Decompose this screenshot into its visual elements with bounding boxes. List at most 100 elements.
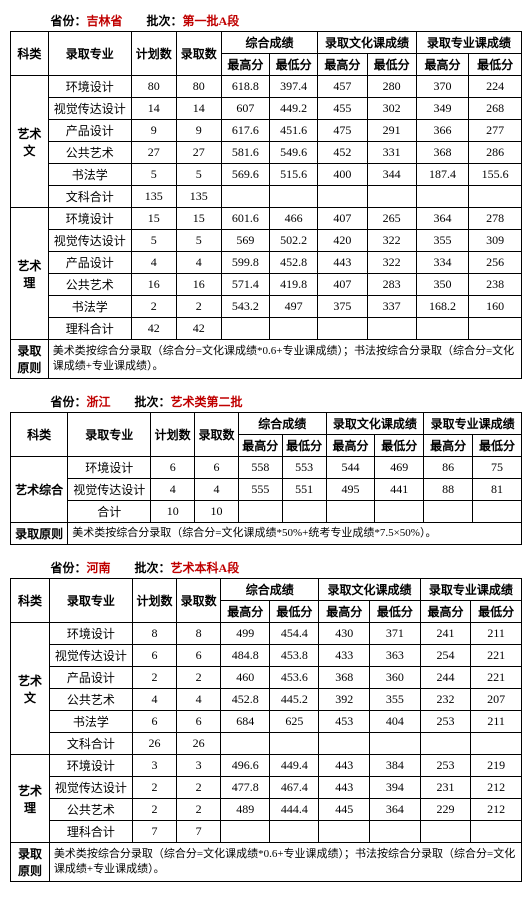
batch-label: 批次： [147,14,183,28]
value-cell: 244 [420,667,471,689]
value-cell: 2 [132,667,176,689]
value-cell: 475 [318,120,367,142]
value-cell [270,733,319,755]
category-cell: 艺术综合 [11,457,68,523]
value-cell: 253 [420,755,471,777]
value-cell: 515.6 [270,164,318,186]
value-cell: 14 [131,98,176,120]
header-max: 最高分 [238,435,282,457]
value-cell: 553 [282,457,326,479]
header-enroll: 录取数 [177,579,221,623]
header-plan: 计划数 [131,32,176,76]
batch-value: 艺术类第二批 [171,395,243,409]
value-cell: 212 [471,777,522,799]
value-cell: 443 [319,777,370,799]
value-cell: 42 [131,318,176,340]
header-comp: 综合成绩 [238,413,326,435]
value-cell: 453.8 [270,645,319,667]
admission-table: 省份：河南 批次：艺术本科A段科类录取专业计划数录取数综合成绩录取文化课成绩录取… [10,557,522,882]
value-cell [221,733,270,755]
major-cell: 视觉传达设计 [48,98,131,120]
batch-value: 第一批A段 [183,14,240,28]
value-cell [270,318,318,340]
value-cell: 160 [469,296,522,318]
value-cell: 135 [176,186,221,208]
rule-note: 美术类按综合分录取（综合分=文化课成绩*50%+统考专业成绩*7.5×50%）。 [68,523,522,545]
value-cell: 4 [177,689,221,711]
value-cell: 88 [424,479,473,501]
value-cell: 2 [177,799,221,821]
value-cell: 187.4 [416,164,469,186]
value-cell: 455 [318,98,367,120]
header-kelei: 科类 [11,579,50,623]
value-cell: 42 [176,318,221,340]
header-prof: 录取专业课成绩 [420,579,521,601]
value-cell [420,733,471,755]
value-cell: 368 [416,142,469,164]
value-cell: 407 [318,208,367,230]
value-cell [319,821,370,843]
major-cell: 书法学 [48,164,131,186]
value-cell: 3 [177,755,221,777]
major-cell: 合计 [68,501,151,523]
value-cell: 6 [132,711,176,733]
value-cell: 6 [132,645,176,667]
value-cell: 9 [176,120,221,142]
value-cell: 4 [151,479,195,501]
value-cell: 364 [370,799,421,821]
value-cell: 7 [177,821,221,843]
value-cell [367,318,416,340]
major-cell: 环境设计 [48,76,131,98]
value-cell: 15 [131,208,176,230]
value-cell: 10 [151,501,195,523]
value-cell: 397.4 [270,76,318,98]
value-cell: 355 [416,230,469,252]
header-enroll: 录取数 [176,32,221,76]
value-cell: 16 [131,274,176,296]
major-cell: 文科合计 [48,186,131,208]
value-cell: 15 [176,208,221,230]
value-cell: 364 [416,208,469,230]
batch-value: 艺术本科A段 [171,561,240,575]
value-cell: 16 [176,274,221,296]
header-min: 最低分 [282,435,326,457]
value-cell: 232 [420,689,471,711]
value-cell: 221 [471,667,522,689]
value-cell: 555 [238,479,282,501]
value-cell: 268 [469,98,522,120]
value-cell: 445 [319,799,370,821]
value-cell: 441 [375,479,424,501]
major-cell: 视觉传达设计 [48,230,131,252]
value-cell: 571.4 [221,274,269,296]
value-cell: 443 [318,252,367,274]
value-cell: 384 [370,755,421,777]
value-cell [318,186,367,208]
value-cell: 363 [370,645,421,667]
value-cell [282,501,326,523]
header-min: 最低分 [367,54,416,76]
value-cell: 477.8 [221,777,270,799]
value-cell: 27 [131,142,176,164]
value-cell: 219 [471,755,522,777]
province-value: 吉林省 [87,14,123,28]
value-cell: 558 [238,457,282,479]
header-min: 最低分 [469,54,522,76]
header-kelei: 科类 [11,32,49,76]
value-cell: 231 [420,777,471,799]
value-cell [471,821,522,843]
value-cell [221,318,269,340]
value-cell: 449.2 [270,98,318,120]
value-cell: 280 [367,76,416,98]
value-cell: 291 [367,120,416,142]
category-cell: 艺术理 [11,208,49,340]
header-major: 录取专业 [48,32,131,76]
major-cell: 视觉传达设计 [49,777,132,799]
batch-label: 批次： [135,395,171,409]
value-cell: 569 [221,230,269,252]
value-cell: 2 [132,777,176,799]
value-cell [270,186,318,208]
value-cell: 2 [176,296,221,318]
value-cell: 238 [469,274,522,296]
major-cell: 产品设计 [48,252,131,274]
value-cell: 452.8 [221,689,270,711]
